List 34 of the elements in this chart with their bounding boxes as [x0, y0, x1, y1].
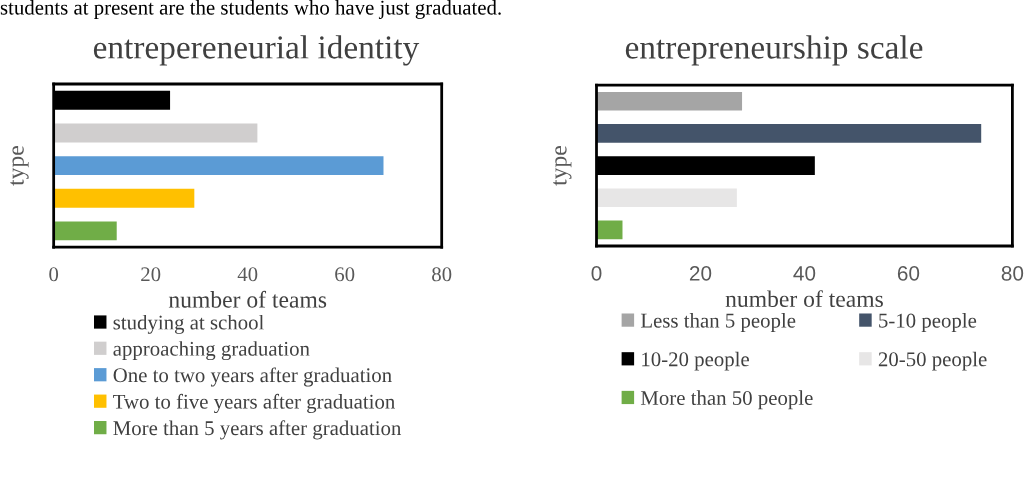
- y-axis-title: type: [10, 146, 29, 186]
- legend-label: approaching graduation: [113, 341, 310, 361]
- bar: [596, 124, 982, 143]
- legend-label: 20-50 people: [878, 351, 987, 371]
- x-tick-label: 80: [1001, 265, 1024, 281]
- bar: [53, 156, 384, 176]
- chart-title: entrepreneurship scale: [625, 35, 923, 66]
- text: students at present are the students who have just graduated.: [0, 0, 501, 19]
- legend-label: Less than 5 people: [640, 312, 796, 332]
- x-tick-label: 40: [793, 265, 816, 281]
- bar: [53, 123, 258, 143]
- x-tick-label: 20: [689, 265, 712, 281]
- x-tick-label: 40: [237, 267, 258, 282]
- chart-title: entrepereneurial identity: [93, 35, 420, 66]
- x-tick-label: 20: [141, 267, 161, 282]
- x-tick-label: 60: [335, 267, 355, 282]
- x-axis-title: number of teams: [725, 290, 883, 308]
- x-tick-label: 0: [49, 267, 59, 282]
- x-axis-title: number of teams: [168, 290, 327, 308]
- bar: [53, 188, 195, 208]
- bar: [596, 91, 743, 111]
- x-tick-label: 80: [432, 267, 452, 282]
- legend-label: 10-20 people: [642, 351, 749, 371]
- x-tick-label: 0: [591, 265, 602, 281]
- legend-label: studying at school: [113, 314, 264, 334]
- legend-label: One to two years after graduation: [113, 367, 392, 387]
- bar: [596, 188, 737, 208]
- legend-label: Two to five years after graduation: [113, 393, 395, 414]
- x-tick-label: 60: [897, 265, 920, 281]
- legend-label: 5-10 people: [879, 312, 977, 332]
- bar: [53, 221, 117, 241]
- legend-label: More than 50 people: [640, 390, 813, 410]
- y-axis-title: type: [553, 146, 572, 186]
- legend-label: More than 5 years after graduation: [113, 420, 402, 440]
